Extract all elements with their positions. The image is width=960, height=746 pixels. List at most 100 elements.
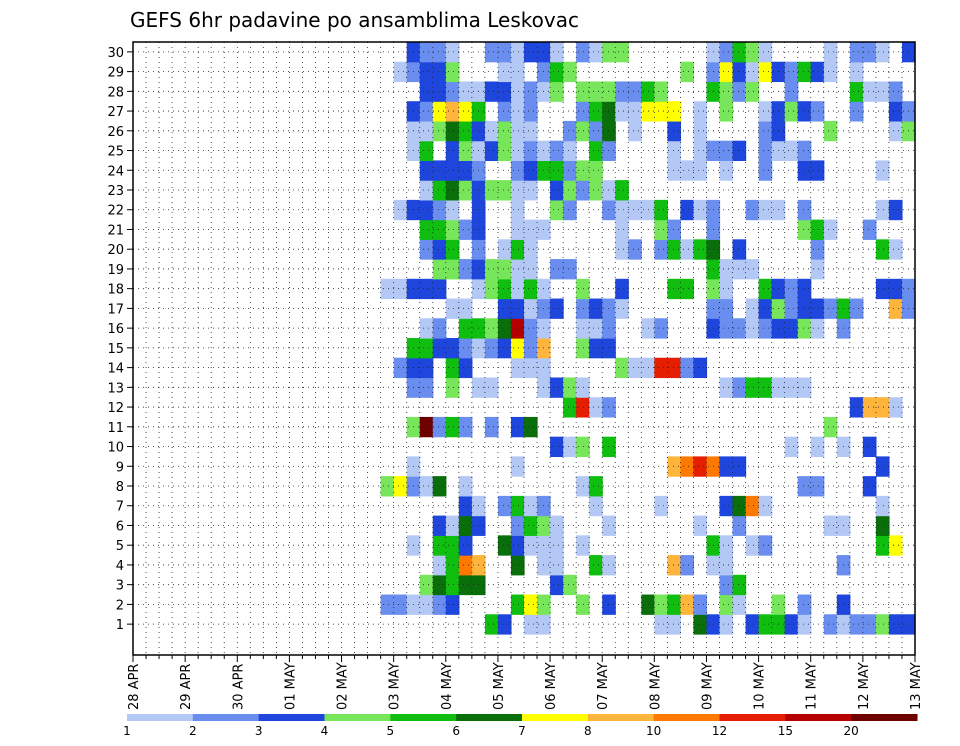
- heatmap-cell: [862, 42, 877, 63]
- heatmap-cell: [497, 61, 512, 83]
- heatmap-cell: [497, 495, 512, 517]
- heatmap-cell: [667, 278, 681, 300]
- heatmap-cell: [510, 357, 525, 379]
- heatmap-cell: [797, 101, 812, 122]
- heatmap-cell: [458, 476, 473, 497]
- y-tick-label: 10: [107, 441, 124, 456]
- heatmap-cell: [732, 140, 747, 161]
- heatmap-cell: [419, 476, 434, 497]
- heatmap-cell: [667, 239, 681, 260]
- heatmap-cell: [745, 298, 760, 319]
- heatmap-cell: [563, 436, 577, 457]
- heatmap-cell: [693, 614, 708, 635]
- heatmap-cell: [784, 278, 799, 300]
- heatmap-cell: [419, 180, 434, 201]
- heatmap-cell: [484, 180, 499, 201]
- heatmap-cell: [784, 614, 799, 635]
- heatmap-cell: [497, 278, 512, 300]
- heatmap-cell: [510, 61, 525, 83]
- heatmap-cell: [484, 338, 499, 359]
- heatmap-cell: [432, 81, 447, 102]
- heatmap-cell: [458, 120, 473, 142]
- heatmap-cell: [823, 219, 838, 240]
- heatmap-cell: [432, 338, 447, 359]
- heatmap-cell: [810, 101, 825, 122]
- heatmap-cell: [432, 61, 447, 83]
- heatmap-cell: [550, 377, 564, 398]
- heatmap-cell: [550, 140, 564, 161]
- heatmap-cell: [849, 42, 864, 63]
- heatmap-cell: [654, 495, 668, 517]
- heatmap-cell: [510, 259, 525, 280]
- heatmap-cell: [862, 397, 877, 418]
- heatmap-cell: [550, 180, 564, 201]
- heatmap-cell: [602, 81, 616, 102]
- heatmap-cell: [654, 594, 668, 615]
- heatmap-cell: [589, 160, 603, 181]
- heatmap-cell: [654, 101, 668, 122]
- heatmap-cell: [602, 120, 616, 142]
- heatmap-cell: [432, 515, 447, 536]
- heatmap-cell: [784, 318, 799, 339]
- heatmap-cell: [510, 338, 525, 359]
- heatmap-cell: [875, 614, 890, 635]
- legend-label: 8: [584, 724, 592, 738]
- heatmap-cell: [432, 555, 447, 576]
- heatmap-cell: [497, 338, 512, 359]
- heatmap-cell: [602, 338, 616, 359]
- heatmap-cell: [458, 160, 473, 181]
- y-tick-label: 6: [116, 519, 124, 534]
- heatmap-cell: [550, 199, 564, 221]
- heatmap-cell: [576, 594, 590, 615]
- heatmap-cell: [719, 101, 734, 122]
- legend-swatch: [258, 714, 325, 721]
- heatmap-cell: [888, 101, 903, 122]
- heatmap-cell: [602, 140, 616, 161]
- heatmap-cell: [875, 160, 890, 181]
- heatmap-cell: [563, 259, 577, 280]
- heatmap-cell: [432, 42, 447, 63]
- heatmap-cell: [888, 397, 903, 418]
- heatmap-cell: [784, 81, 799, 102]
- heatmap-cell: [419, 574, 434, 596]
- heatmap-cell: [497, 259, 512, 280]
- heatmap-cell: [602, 555, 616, 576]
- heatmap-cell: [458, 338, 473, 359]
- legend-label: 10: [646, 724, 661, 738]
- y-tick-label: 11: [107, 421, 124, 436]
- y-tick-label: 8: [116, 480, 124, 495]
- heatmap-cell: [628, 120, 642, 142]
- heatmap-cell: [510, 278, 525, 300]
- heatmap-cell: [510, 318, 525, 339]
- heatmap-cell: [524, 239, 538, 260]
- heatmap-cell: [667, 456, 681, 477]
- heatmap-cell: [393, 61, 408, 83]
- heatmap-cell: [524, 298, 538, 319]
- heatmap-cell: [719, 614, 734, 635]
- heatmap-cell: [419, 160, 434, 181]
- heatmap-cell: [510, 515, 525, 536]
- heatmap-cell: [393, 594, 408, 615]
- heatmap-cell: [563, 397, 577, 418]
- x-tick-label: 09 MAY: [700, 662, 715, 710]
- heatmap-cell: [393, 476, 408, 497]
- heatmap-cell: [693, 160, 708, 181]
- heatmap-cell: [602, 101, 616, 122]
- heatmap-cell: [784, 101, 799, 122]
- heatmap-cell: [458, 81, 473, 102]
- heatmap-cell: [680, 239, 695, 260]
- heatmap-cell: [576, 42, 590, 63]
- heatmap-cell: [797, 476, 812, 497]
- heatmap-cell: [445, 199, 460, 221]
- heatmap-cell: [419, 594, 434, 615]
- heatmap-cell: [693, 515, 708, 536]
- heatmap-cell: [445, 120, 460, 142]
- heatmap-cell: [745, 535, 760, 556]
- heatmap-cell: [875, 81, 890, 102]
- heatmap-cell: [497, 239, 512, 260]
- heatmap-cell: [810, 61, 825, 83]
- legend-swatch: [456, 714, 523, 721]
- heatmap-cell: [445, 338, 460, 359]
- x-tick-label: 29 APR: [179, 664, 194, 710]
